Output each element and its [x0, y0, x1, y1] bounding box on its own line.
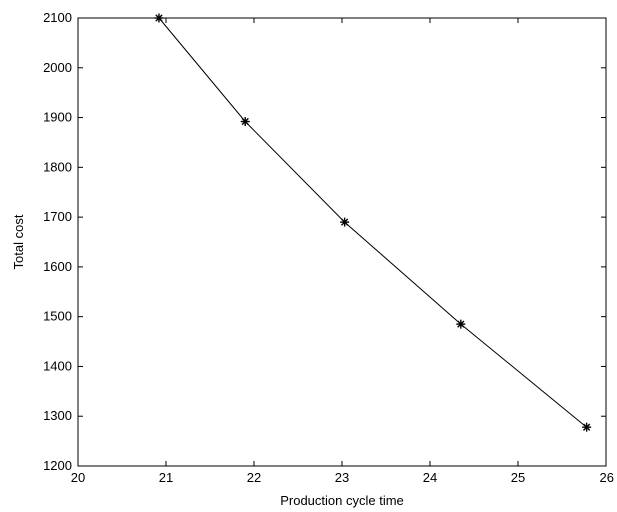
- x-tick-label: 21: [159, 470, 173, 485]
- plot-area-frame: [77, 17, 607, 467]
- y-tick-label: 1600: [43, 259, 72, 274]
- series-line: [158, 17, 587, 428]
- series-layer: [154, 13, 592, 432]
- y-tick-label: 1200: [43, 458, 72, 473]
- data-point-marker: [340, 217, 350, 227]
- y-tick-label: 2100: [43, 10, 72, 25]
- data-point-marker: [240, 117, 250, 127]
- y-tick-label: 1700: [43, 209, 72, 224]
- data-point-marker: [582, 422, 592, 432]
- y-axis-ticks: 1200 1300 1400 1500 1600 1700 1800 1900 2000 2100: [43, 10, 606, 473]
- x-tick-label: 26: [600, 470, 614, 485]
- data-point-marker: [154, 13, 164, 23]
- y-tick-label: 1500: [43, 309, 72, 324]
- x-axis-label: Production cycle time: [280, 493, 404, 508]
- data-point-marker: [456, 319, 466, 329]
- y-tick-label: 1800: [43, 159, 72, 174]
- x-tick-label: 23: [335, 470, 349, 485]
- y-tick-label: 1400: [43, 358, 72, 373]
- y-tick-label: 2000: [43, 60, 72, 75]
- y-tick-label: 1300: [43, 408, 72, 423]
- y-axis-label: Total cost: [11, 214, 26, 269]
- x-tick-label: 24: [423, 470, 437, 485]
- y-tick-label: 1900: [43, 110, 72, 125]
- x-tick-label: 20: [71, 470, 85, 485]
- x-axis-ticks: 20 21 22 23 24 25 26: [71, 18, 614, 485]
- x-tick-label: 22: [247, 470, 261, 485]
- x-tick-label: 25: [511, 470, 525, 485]
